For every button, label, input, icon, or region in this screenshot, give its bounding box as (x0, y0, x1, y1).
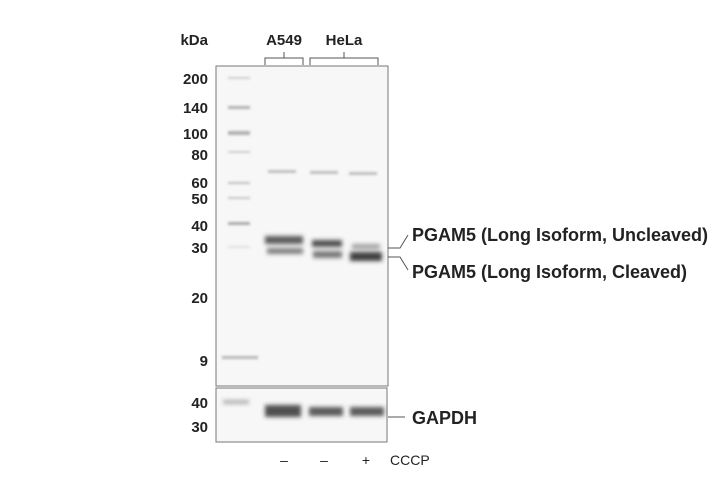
marker-100: 100 (183, 126, 208, 143)
treatment-lane2: – (320, 452, 328, 468)
band-lane2-upper (312, 240, 342, 247)
faint-bands-70kda (268, 170, 377, 175)
band-lane1-upper (265, 236, 303, 244)
band-lane2-lower (313, 251, 342, 258)
marker-80: 80 (191, 147, 208, 164)
main-blot-panel (215, 65, 389, 387)
marker-140: 140 (183, 100, 208, 117)
treatment-lane3: + (362, 452, 370, 468)
leader-line-cleaved (388, 256, 409, 271)
gapdh-bands (223, 400, 384, 417)
gapdh-marker-30: 30 (191, 419, 208, 436)
group-label-a549: A549 (266, 32, 302, 49)
band-label-gapdh: GAPDH (412, 408, 477, 428)
marker-9: 9 (200, 353, 208, 370)
marker-20: 20 (191, 290, 208, 307)
group-bracket-hela (309, 52, 379, 65)
marker-30: 30 (191, 240, 208, 257)
band-lane1-lower (267, 248, 303, 254)
treatment-name: CCCP (390, 452, 430, 468)
marker-60: 60 (191, 175, 208, 192)
main-markers: 200 140 100 80 60 50 40 30 20 9 (183, 71, 208, 370)
marker-50: 50 (191, 191, 208, 208)
marker-40: 40 (191, 218, 208, 235)
group-bracket-a549 (264, 52, 304, 65)
band-label-cleaved: PGAM5 (Long Isoform, Cleaved) (412, 262, 687, 282)
band-lane3-lower (350, 252, 382, 261)
band-lane3-upper (352, 244, 380, 249)
marker-200: 200 (183, 71, 208, 88)
gapdh-band-lane3 (350, 407, 384, 416)
group-label-hela: HeLa (326, 32, 363, 49)
gapdh-band-lane2 (309, 407, 343, 416)
leader-line-uncleaved (388, 234, 409, 249)
kda-label: kDa (180, 32, 208, 49)
band-label-uncleaved: PGAM5 (Long Isoform, Uncleaved) (412, 225, 708, 245)
pgam5-bands (265, 236, 382, 261)
ladder-lane (222, 77, 258, 359)
gapdh-band-lane1 (265, 405, 301, 417)
gapdh-marker-40: 40 (191, 395, 208, 412)
treatment-lane1: – (280, 452, 288, 468)
